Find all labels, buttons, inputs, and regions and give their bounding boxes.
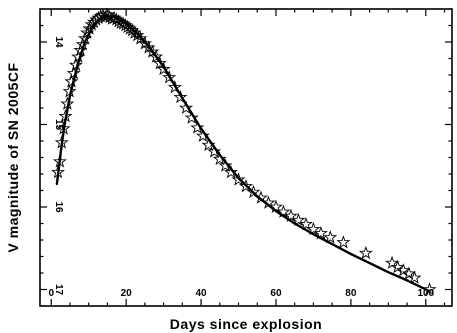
data-point xyxy=(238,179,254,193)
data-point xyxy=(152,56,167,70)
data-point xyxy=(195,128,210,143)
y-tick-label: 15 xyxy=(53,119,64,131)
x-tick-label: 0 xyxy=(48,288,54,299)
data-point xyxy=(130,28,145,42)
x-axis-label: Days since explosion xyxy=(170,316,322,332)
data-point xyxy=(253,190,268,204)
y-tick-label: 16 xyxy=(53,201,64,213)
data-point xyxy=(190,120,205,134)
data-point xyxy=(276,204,291,218)
data-point xyxy=(212,151,227,166)
x-tick-label: 60 xyxy=(270,288,282,299)
data-point xyxy=(104,11,119,25)
data-point xyxy=(82,21,97,35)
data-point xyxy=(323,230,338,244)
data-point xyxy=(66,65,81,80)
data-points-layer xyxy=(50,7,437,296)
data-point xyxy=(401,266,416,280)
data-point xyxy=(218,158,233,172)
data-point xyxy=(207,144,222,158)
data-point xyxy=(231,172,246,186)
data-point xyxy=(298,216,313,231)
data-point xyxy=(246,184,261,199)
data-point xyxy=(68,57,83,72)
x-tick-label: 80 xyxy=(345,288,357,299)
fit-curve-layer xyxy=(55,15,431,293)
data-point xyxy=(71,49,86,63)
data-point xyxy=(62,84,77,98)
data-point xyxy=(64,74,79,88)
data-point xyxy=(358,245,373,260)
data-point xyxy=(52,154,67,168)
data-point xyxy=(56,121,71,135)
fit-curve xyxy=(55,15,431,293)
data-point xyxy=(184,110,199,124)
y-tick-label: 17 xyxy=(53,284,64,296)
y-axis-label: V magnitude of SN 2005CF xyxy=(5,62,21,252)
data-point xyxy=(173,89,188,104)
data-point xyxy=(58,108,73,123)
data-point xyxy=(268,199,283,213)
data-point xyxy=(407,270,422,284)
data-point xyxy=(224,164,239,179)
data-point xyxy=(93,9,108,23)
data-point xyxy=(50,164,65,179)
data-point xyxy=(54,135,69,149)
data-point xyxy=(145,44,160,58)
data-point xyxy=(60,96,75,110)
axis-labels: Days since explosion V magnitude of SN 2… xyxy=(5,62,322,332)
data-point xyxy=(261,195,276,209)
data-point xyxy=(162,70,177,84)
data-point xyxy=(80,25,95,39)
x-tick-label: 20 xyxy=(121,288,133,299)
data-point xyxy=(422,282,437,296)
data-point xyxy=(167,80,182,94)
data-point xyxy=(283,208,298,223)
data-point xyxy=(133,31,148,45)
data-point xyxy=(306,221,321,236)
data-point xyxy=(385,255,400,270)
data-point xyxy=(156,61,171,76)
data-point xyxy=(396,263,411,277)
data-point xyxy=(149,49,164,63)
x-tick-label: 40 xyxy=(195,288,207,299)
data-point xyxy=(390,259,405,274)
data-point xyxy=(291,212,306,227)
y-tick-label: 14 xyxy=(53,36,64,48)
data-point xyxy=(336,235,351,249)
data-point xyxy=(179,100,194,114)
data-point xyxy=(313,226,328,240)
data-point xyxy=(201,137,216,152)
